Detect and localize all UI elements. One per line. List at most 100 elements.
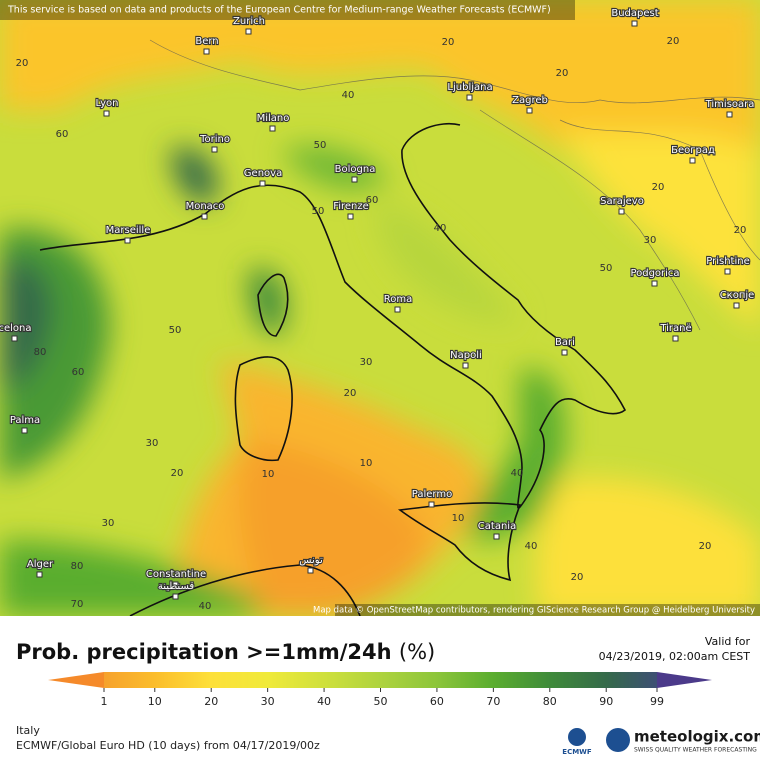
contour-label: 50 [312,206,325,217]
city-marker [307,567,314,574]
coastline [39,123,627,616]
model: ECMWF/Global Euro HD (10 days) from 04/1… [16,739,320,752]
city-label: Budapest [611,8,658,19]
city-marker [36,571,43,578]
contour-label: 20 [556,68,569,79]
city-marker [103,110,110,117]
city-label: Sarajevo [600,196,644,207]
city-label: Prishtine [706,256,749,267]
colorbar-tick-label: 80 [543,695,557,708]
city-label: Podgorica [630,268,679,279]
city-label: Napoli [450,350,482,361]
city-marker [466,94,473,101]
colorbar-over [657,672,712,688]
city-label: Bologna [335,164,376,175]
colorbar-under [48,672,104,688]
city-label: Marseille [106,225,151,236]
city-label: قسنطينة [158,581,195,592]
city-marker [561,349,568,356]
city-label: Zagreb [512,95,548,106]
city-marker [351,176,358,183]
contour-label: 20 [171,468,184,479]
city-marker [726,111,733,118]
colorbar-tick-label: 60 [430,695,444,708]
city-label: Alger [27,559,54,570]
contour-label: 20 [699,541,712,552]
contour-label: 50 [169,325,182,336]
colorbar-tick-label: 99 [650,695,664,708]
city-marker [526,107,533,114]
city-marker [269,125,276,132]
city-label: Constantine [146,569,206,580]
contour-label: 30 [360,357,373,368]
city-marker [724,268,731,275]
contour-label: 10 [262,469,275,480]
city-label: Milano [257,113,290,124]
city-label: Београд [671,145,715,156]
contour-label: 20 [571,572,584,583]
city-marker [245,28,252,35]
contour-label: 30 [102,518,115,529]
city-marker [172,593,179,600]
contour-label: 20 [734,225,747,236]
valid-time: 04/23/2019, 02:00am CEST [599,650,751,663]
city-label: Genova [244,168,282,179]
city-marker [259,180,266,187]
title-unit: (%) [399,640,435,664]
contour-label: 30 [146,438,159,449]
contour-label: 80 [34,347,47,358]
city-marker [172,581,179,588]
city-marker [493,533,500,540]
colorbar-tick-label: 50 [374,695,388,708]
city-marker [733,302,740,309]
legend-title: Prob. precipitation >=1mm/24h (%) [16,640,435,664]
city-label: Roma [384,294,413,305]
contour-label: 60 [366,195,379,206]
contour-label: 60 [72,367,85,378]
contour-label: 20 [16,58,29,69]
city-label: Monaco [186,201,225,212]
contour-label: 20 [652,182,665,193]
colorbar-tick-label: 90 [599,695,613,708]
city-label: Скопје [720,289,755,301]
city-label: Torino [199,134,230,145]
contour-label: 50 [314,140,327,151]
city-label: Catania [478,521,516,532]
city-marker [11,335,18,342]
title-text: Prob. precipitation >=1mm/24h [16,640,392,664]
contour-label: 70 [71,599,84,610]
city-label: تونس [299,555,323,566]
city-marker [618,208,625,215]
city-marker [347,213,354,220]
notice: This service is based on data and produc… [7,5,551,16]
slogan: SWISS QUALITY WEATHER FORECASTING [634,747,757,754]
region: Italy [16,724,40,737]
city-label: Palermo [412,489,452,500]
city-marker [689,157,696,164]
city-marker [201,213,208,220]
city-marker [631,20,638,27]
contour-label: 40 [525,541,538,552]
contour-labels: 20 20 20 20 40 60 50 60 50 40 30 50 20 50 80 60 30 20 30 20… [16,36,747,612]
city-label: Bern [195,36,218,47]
colorbar-tick-label: 1 [101,695,108,708]
city-marker [672,335,679,342]
valid-label: Valid for [705,635,751,648]
city-label: Bari [555,337,575,348]
city-label: celona [0,323,32,334]
colorbar: 1 10 20 30 40 50 60 70 80 90 99 [48,672,712,708]
contour-label: 20 [667,36,680,47]
colorbar-tick-label: 40 [317,695,331,708]
city-label: Ljubljana [447,82,492,93]
contour-label: 60 [56,129,69,140]
contour-label: 30 [644,235,657,246]
city-marker [428,501,435,508]
attribution: Map data © OpenStreetMap contributors, r… [313,606,755,616]
map: This service is based on data and produc… [0,0,760,616]
ecmwf: ECMWF [562,748,592,756]
colorbar-tick-label: 70 [486,695,500,708]
city-label: Firenze [333,201,369,212]
contour-label: 40 [511,468,524,479]
city-marker [462,362,469,369]
contour-label: 40 [199,601,212,612]
